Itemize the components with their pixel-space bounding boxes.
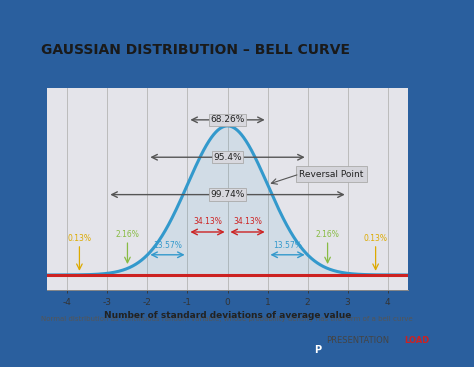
Text: 68.26%: 68.26% <box>210 115 245 124</box>
Text: 2.16%: 2.16% <box>316 230 339 240</box>
Text: GAUSSIAN DISTRIBUTION – BELL CURVE: GAUSSIAN DISTRIBUTION – BELL CURVE <box>41 43 350 57</box>
Text: 34.13%: 34.13% <box>193 217 222 226</box>
Text: LOAD: LOAD <box>404 336 429 345</box>
Text: 2.16%: 2.16% <box>116 230 139 240</box>
Text: 13.57%: 13.57% <box>273 241 302 250</box>
Text: 0.13%: 0.13% <box>67 234 91 243</box>
Text: 0.13%: 0.13% <box>364 234 388 243</box>
Text: 34.13%: 34.13% <box>233 217 262 226</box>
Text: 95.4%: 95.4% <box>213 153 242 162</box>
Text: 99.74%: 99.74% <box>210 190 245 199</box>
Text: P: P <box>314 345 321 355</box>
X-axis label: Number of standard deviations of average value: Number of standard deviations of average… <box>104 311 351 320</box>
Text: PRESENTATION: PRESENTATION <box>326 336 389 345</box>
Text: Reversal Point: Reversal Point <box>300 170 364 179</box>
Text: 13.57%: 13.57% <box>153 241 182 250</box>
Text: Normal distribution as continuous random variable, whose probability density has: Normal distribution as continuous random… <box>41 316 412 322</box>
